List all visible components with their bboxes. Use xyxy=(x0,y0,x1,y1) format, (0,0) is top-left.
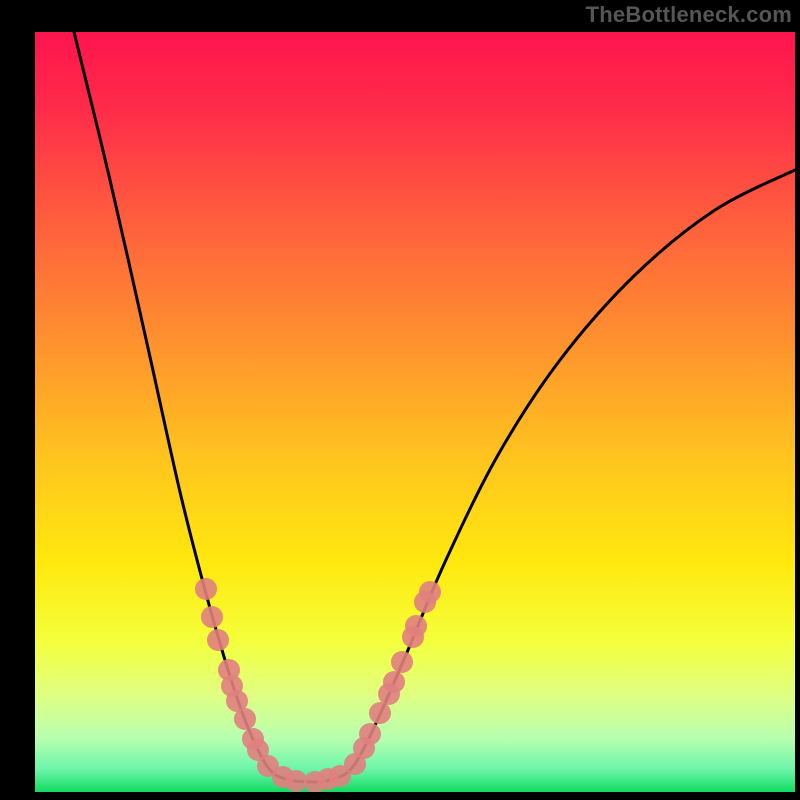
data-marker xyxy=(234,708,256,730)
data-marker xyxy=(207,629,229,651)
chart-canvas: TheBottleneck.com xyxy=(0,0,800,800)
data-marker xyxy=(369,702,391,724)
data-marker xyxy=(383,671,405,693)
gradient-background xyxy=(35,32,795,792)
data-marker xyxy=(405,615,427,637)
data-marker xyxy=(285,770,307,792)
watermark-text: TheBottleneck.com xyxy=(586,2,792,28)
data-marker xyxy=(359,723,381,745)
data-marker xyxy=(201,606,223,628)
bottleneck-chart xyxy=(0,0,800,800)
data-marker xyxy=(391,651,413,673)
data-marker xyxy=(195,578,217,600)
data-marker xyxy=(419,581,441,603)
